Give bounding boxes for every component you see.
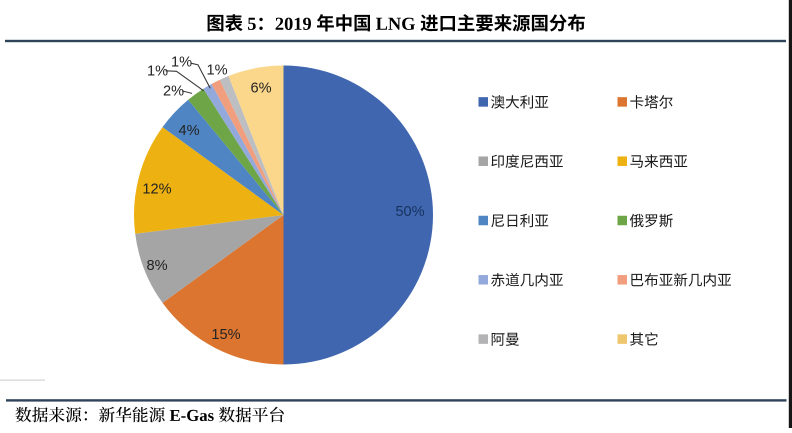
svg-text:4%: 4%: [178, 123, 199, 139]
svg-text:8%: 8%: [146, 258, 167, 274]
svg-text:50%: 50%: [395, 204, 424, 220]
svg-text:1%: 1%: [147, 64, 168, 80]
svg-text:12%: 12%: [142, 182, 171, 198]
svg-text:1%: 1%: [206, 63, 227, 79]
svg-text:2%: 2%: [163, 84, 184, 100]
svg-text:6%: 6%: [250, 81, 271, 97]
svg-text:15%: 15%: [211, 327, 240, 343]
svg-text:1%: 1%: [171, 55, 192, 71]
